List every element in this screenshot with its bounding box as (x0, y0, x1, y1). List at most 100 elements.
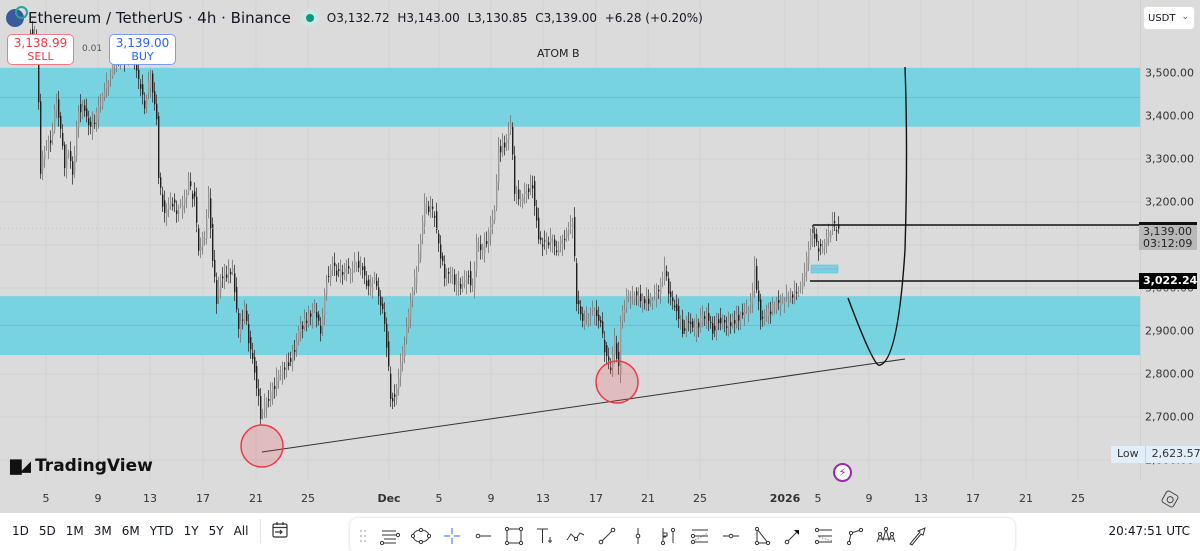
candle-body (278, 374, 280, 382)
tool-ray[interactable] (469, 525, 497, 547)
time-tick-label: 17 (589, 492, 603, 505)
candle-body (658, 290, 660, 292)
candle-body (388, 341, 390, 367)
chart-canvas[interactable] (0, 0, 1140, 480)
candle-body (312, 312, 314, 319)
tool-ellipse[interactable] (407, 525, 435, 547)
candle-body (470, 271, 472, 286)
tool-fib-extension[interactable] (810, 525, 838, 547)
price-tick-label: 3,500.00 (1145, 66, 1194, 80)
candle-body (190, 181, 192, 187)
chart-plot[interactable] (0, 0, 1140, 480)
tool-rectangle[interactable] (500, 525, 528, 547)
tool-trend-line[interactable] (593, 525, 621, 547)
drag-handle-icon[interactable] (358, 526, 368, 546)
currency-select[interactable]: USDT ⌄ (1143, 6, 1195, 30)
candle-body (554, 239, 556, 247)
candle-body (456, 281, 458, 286)
tradingview-logo[interactable]: ▇◢ TradingView (10, 456, 153, 476)
tool-arrow-marker[interactable] (903, 525, 931, 547)
candle-body (724, 319, 726, 323)
highlight-circle[interactable] (595, 360, 639, 404)
candle-body (286, 361, 288, 370)
candle-body (548, 242, 550, 246)
candle-body (268, 399, 270, 401)
go-to-date-icon[interactable] (271, 521, 289, 539)
candle-body (398, 378, 400, 389)
candle-body (412, 291, 414, 301)
candle-body (746, 308, 748, 310)
range-tab-3m[interactable]: 3M (93, 524, 112, 538)
candle-body (494, 210, 496, 221)
price-tick-label: 2,700.00 (1145, 410, 1194, 424)
trend-line-icon (598, 527, 616, 545)
tool-path[interactable] (562, 525, 590, 547)
tool-long-position[interactable] (655, 525, 683, 547)
tool-head-and-shoulders[interactable] (872, 525, 900, 547)
chart-settings-icon[interactable] (1160, 489, 1180, 509)
candle-body (370, 282, 372, 288)
market-status-icon[interactable] (300, 9, 319, 27)
range-tab-1m[interactable]: 1M (65, 524, 84, 538)
candle-body (200, 247, 202, 251)
tool-polyline[interactable] (841, 525, 869, 547)
candle-body (836, 230, 838, 232)
lightning-event-icon[interactable]: ⚡ (833, 463, 852, 482)
candle-body (74, 155, 76, 173)
candle-body (32, 29, 34, 36)
range-tab-5d[interactable]: 5D (38, 524, 56, 538)
tool-anchored-text[interactable] (531, 525, 559, 547)
candle-body (242, 319, 244, 321)
chart-area[interactable]: Ethereum / TetherUS · 4h · Binance O3,13… (0, 0, 1200, 513)
range-tab-5y[interactable]: 5Y (208, 524, 224, 538)
time-tick-label: 9 (487, 492, 495, 505)
utc-clock[interactable]: 20:47:51 UTC (1108, 524, 1191, 538)
horizontal-line-price-tag: 3,022.24 (1139, 273, 1197, 289)
candle-body (474, 271, 476, 289)
candle-body (160, 177, 162, 188)
candle-body (214, 259, 216, 277)
candle-body (410, 301, 412, 319)
candle-body (628, 294, 630, 297)
candle-body (788, 300, 790, 302)
candle-body (512, 126, 514, 155)
buy-button[interactable]: 3,139.00 BUY (109, 34, 176, 65)
tool-horizontal-ray[interactable] (717, 525, 745, 547)
tool-arrow[interactable] (779, 525, 807, 547)
time-tick-label: 21 (1019, 492, 1033, 505)
candle-body (740, 314, 742, 322)
tool-cross-line[interactable] (438, 525, 466, 547)
tool-vertical-line[interactable] (624, 525, 652, 547)
candle-body (204, 238, 206, 241)
candle-body (326, 282, 328, 296)
sell-button[interactable]: 3,138.99 SELL (7, 34, 74, 65)
horizontal-ray-icon (723, 533, 739, 539)
price-tick-label: 2,800.00 (1145, 367, 1194, 381)
candle-body (70, 151, 72, 162)
tool-parallel-channel[interactable] (376, 525, 404, 547)
projection-curve[interactable] (847, 66, 908, 366)
tool-triangle[interactable] (748, 525, 776, 547)
tool-fib-retracement[interactable] (686, 525, 714, 547)
candle-body (328, 276, 330, 278)
candle-body (444, 264, 446, 279)
symbol-title[interactable]: Ethereum / TetherUS · 4h · Binance (28, 9, 291, 27)
candle-body (644, 299, 646, 304)
candle-body (462, 282, 464, 287)
candle-body (684, 328, 686, 331)
range-tab-1d[interactable]: 1D (12, 524, 29, 538)
range-tab-all[interactable]: All (233, 524, 249, 538)
low-value: 2,623.57 (1145, 446, 1200, 463)
highlight-circle[interactable] (240, 424, 284, 468)
time-axis[interactable]: 5 9 13 17 21 25 Dec 5 9 13 17 21 25 2026 5 9 13 17 21 25 (0, 480, 1140, 513)
candle-body (164, 200, 166, 213)
candle-body (784, 301, 786, 304)
range-tab-1y[interactable]: 1Y (183, 524, 199, 538)
trend-line[interactable] (261, 358, 906, 453)
candle-body (682, 319, 684, 334)
candle-body (620, 322, 622, 374)
range-tab-6m[interactable]: 6M (121, 524, 140, 538)
candle-body (804, 272, 806, 277)
zone-annotation-label[interactable]: ATOM B (537, 47, 580, 60)
range-tab-ytd[interactable]: YTD (149, 524, 174, 538)
